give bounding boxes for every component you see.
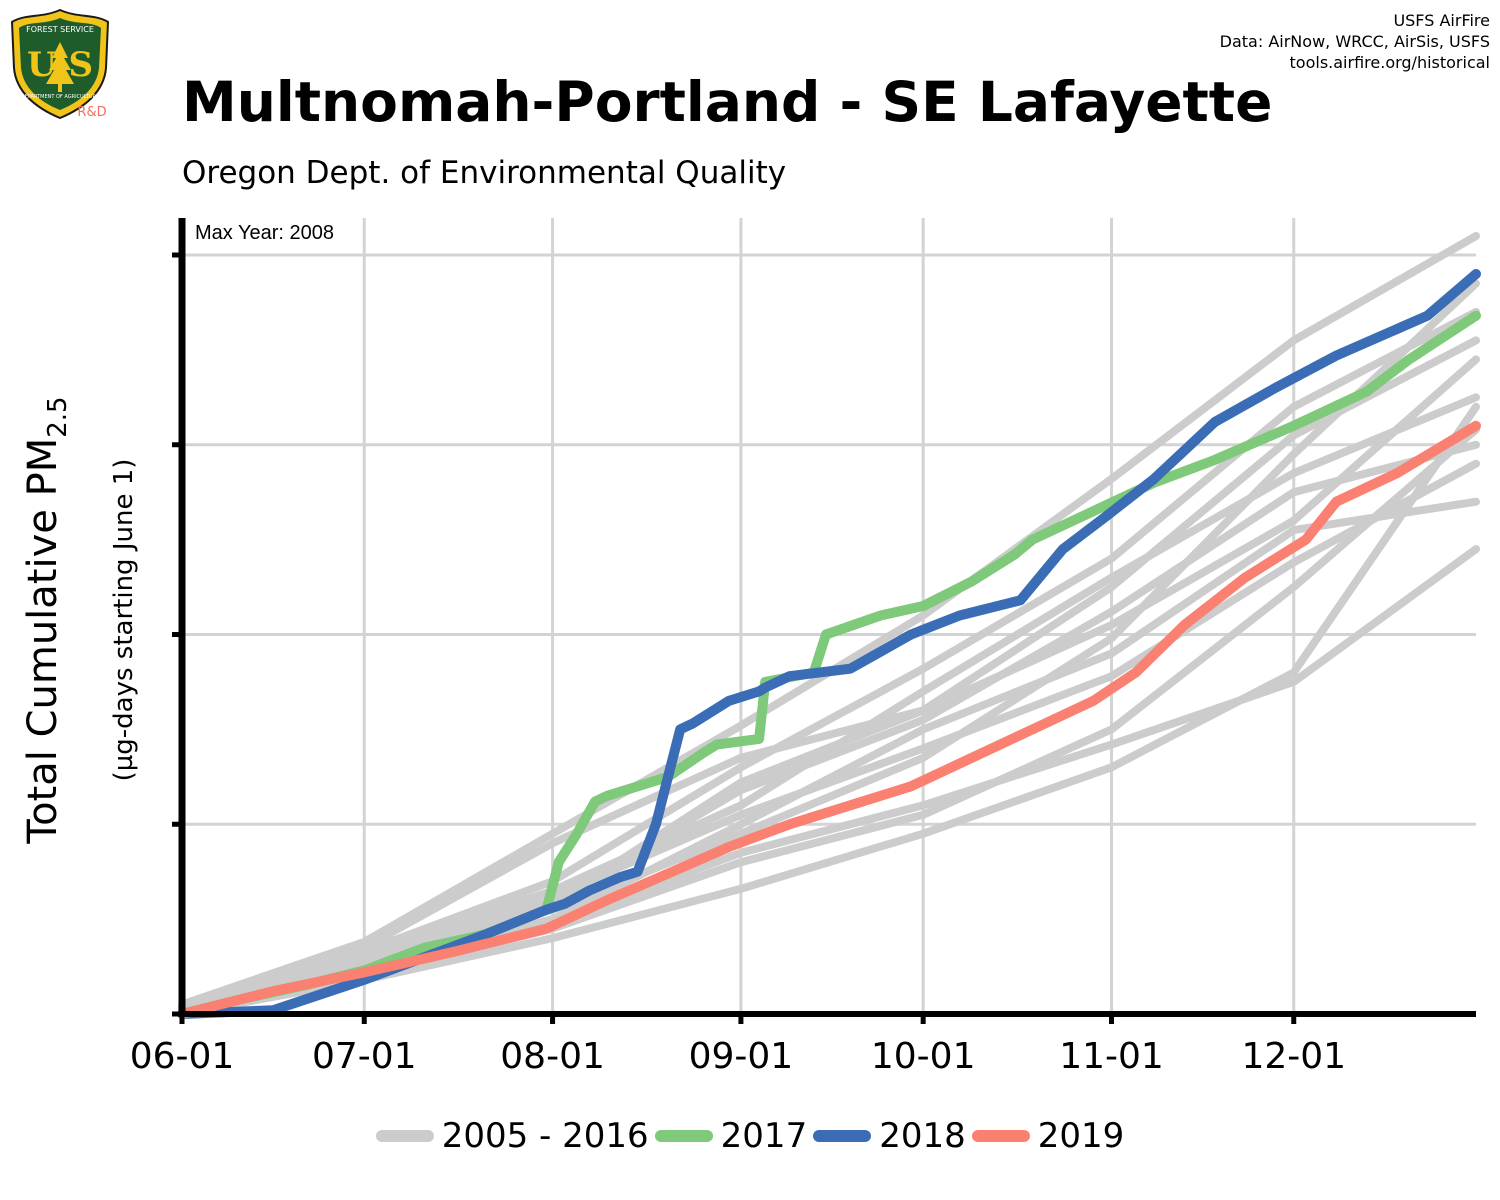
legend-label: 2017 <box>720 1116 808 1156</box>
logo-bottom-text: DEPARTMENT OF AGRICULTURE <box>21 94 99 100</box>
max-year-annotation: Max Year: 2008 <box>195 222 334 244</box>
legend-swatch <box>971 1130 1030 1142</box>
history-series-line <box>178 355 1480 1011</box>
logo-tag: R&D <box>77 105 106 120</box>
x-tick-label: 09-01 <box>689 1036 794 1077</box>
history-series-line <box>178 307 1480 1015</box>
grid <box>180 218 1476 1016</box>
x-tick-label: 07-01 <box>312 1036 417 1077</box>
history-series-line <box>178 232 1480 1009</box>
page-subtitle: Oregon Dept. of Environmental Quality <box>182 155 787 191</box>
credit-line: Data: AirNow, WRCC, AirSis, USFS <box>1219 32 1490 51</box>
x-tick-label: 12-01 <box>1241 1036 1346 1077</box>
legend-swatch <box>813 1130 872 1142</box>
history-series-line <box>178 393 1480 1013</box>
legend-label: 2019 <box>1037 1116 1125 1156</box>
y-axis-label-subscript: 2.5 <box>43 396 73 437</box>
usfs-shield-icon: FOREST SERVICE U S DEPARTMENT OF AGRICUL… <box>10 8 110 120</box>
credit-line: tools.airfire.org/historical <box>1289 53 1490 72</box>
series-line-2018 <box>177 269 1481 1019</box>
credits: USFS AirFire Data: AirNow, WRCC, AirSis,… <box>1220 10 1490 73</box>
y-axis-note: (µg-days starting June 1) <box>109 459 139 782</box>
legend-label: 2018 <box>879 1116 966 1156</box>
legend-swatch <box>654 1130 713 1142</box>
history-series-line <box>178 336 1480 1015</box>
legend-swatch <box>375 1130 434 1142</box>
y-axis-label: Total Cumulative PM2.5 <box>20 396 73 844</box>
history-series-line <box>178 279 1480 1013</box>
legend-item: 2005 - 2016 <box>375 1116 649 1156</box>
svg-text:Total Cumulative PM2.5: Total Cumulative PM2.5 <box>20 396 73 844</box>
axes: 06-01 07-01 08-01 09-01 10-01 11-01 12-01 <box>130 218 1476 1077</box>
legend-label: 2005 - 2016 <box>441 1116 649 1156</box>
logo-top-text: FOREST SERVICE <box>26 25 94 34</box>
series-line-2019 <box>177 420 1481 1019</box>
x-tick-label: 06-01 <box>130 1036 235 1077</box>
legend-item: 2017 <box>654 1116 808 1156</box>
y-axis-label-main: Total Cumulative PM <box>20 438 66 845</box>
credit-line: USFS AirFire <box>1393 11 1490 30</box>
history-series-group <box>178 232 1480 1018</box>
x-tick-label: 11-01 <box>1059 1036 1164 1077</box>
page-title: Multnomah-Portland - SE Lafayette <box>182 70 1273 134</box>
legend: 2005 - 2016 2017 2018 2019 <box>0 1112 1500 1160</box>
legend-item: 2019 <box>971 1116 1125 1156</box>
legend-item: 2018 <box>813 1116 966 1156</box>
highlight-series-group <box>177 269 1481 1019</box>
x-tick-label: 08-01 <box>500 1036 605 1077</box>
x-tick-label: 10-01 <box>871 1036 976 1077</box>
y-axis-note-text: (µg-days starting June 1) <box>109 459 139 782</box>
